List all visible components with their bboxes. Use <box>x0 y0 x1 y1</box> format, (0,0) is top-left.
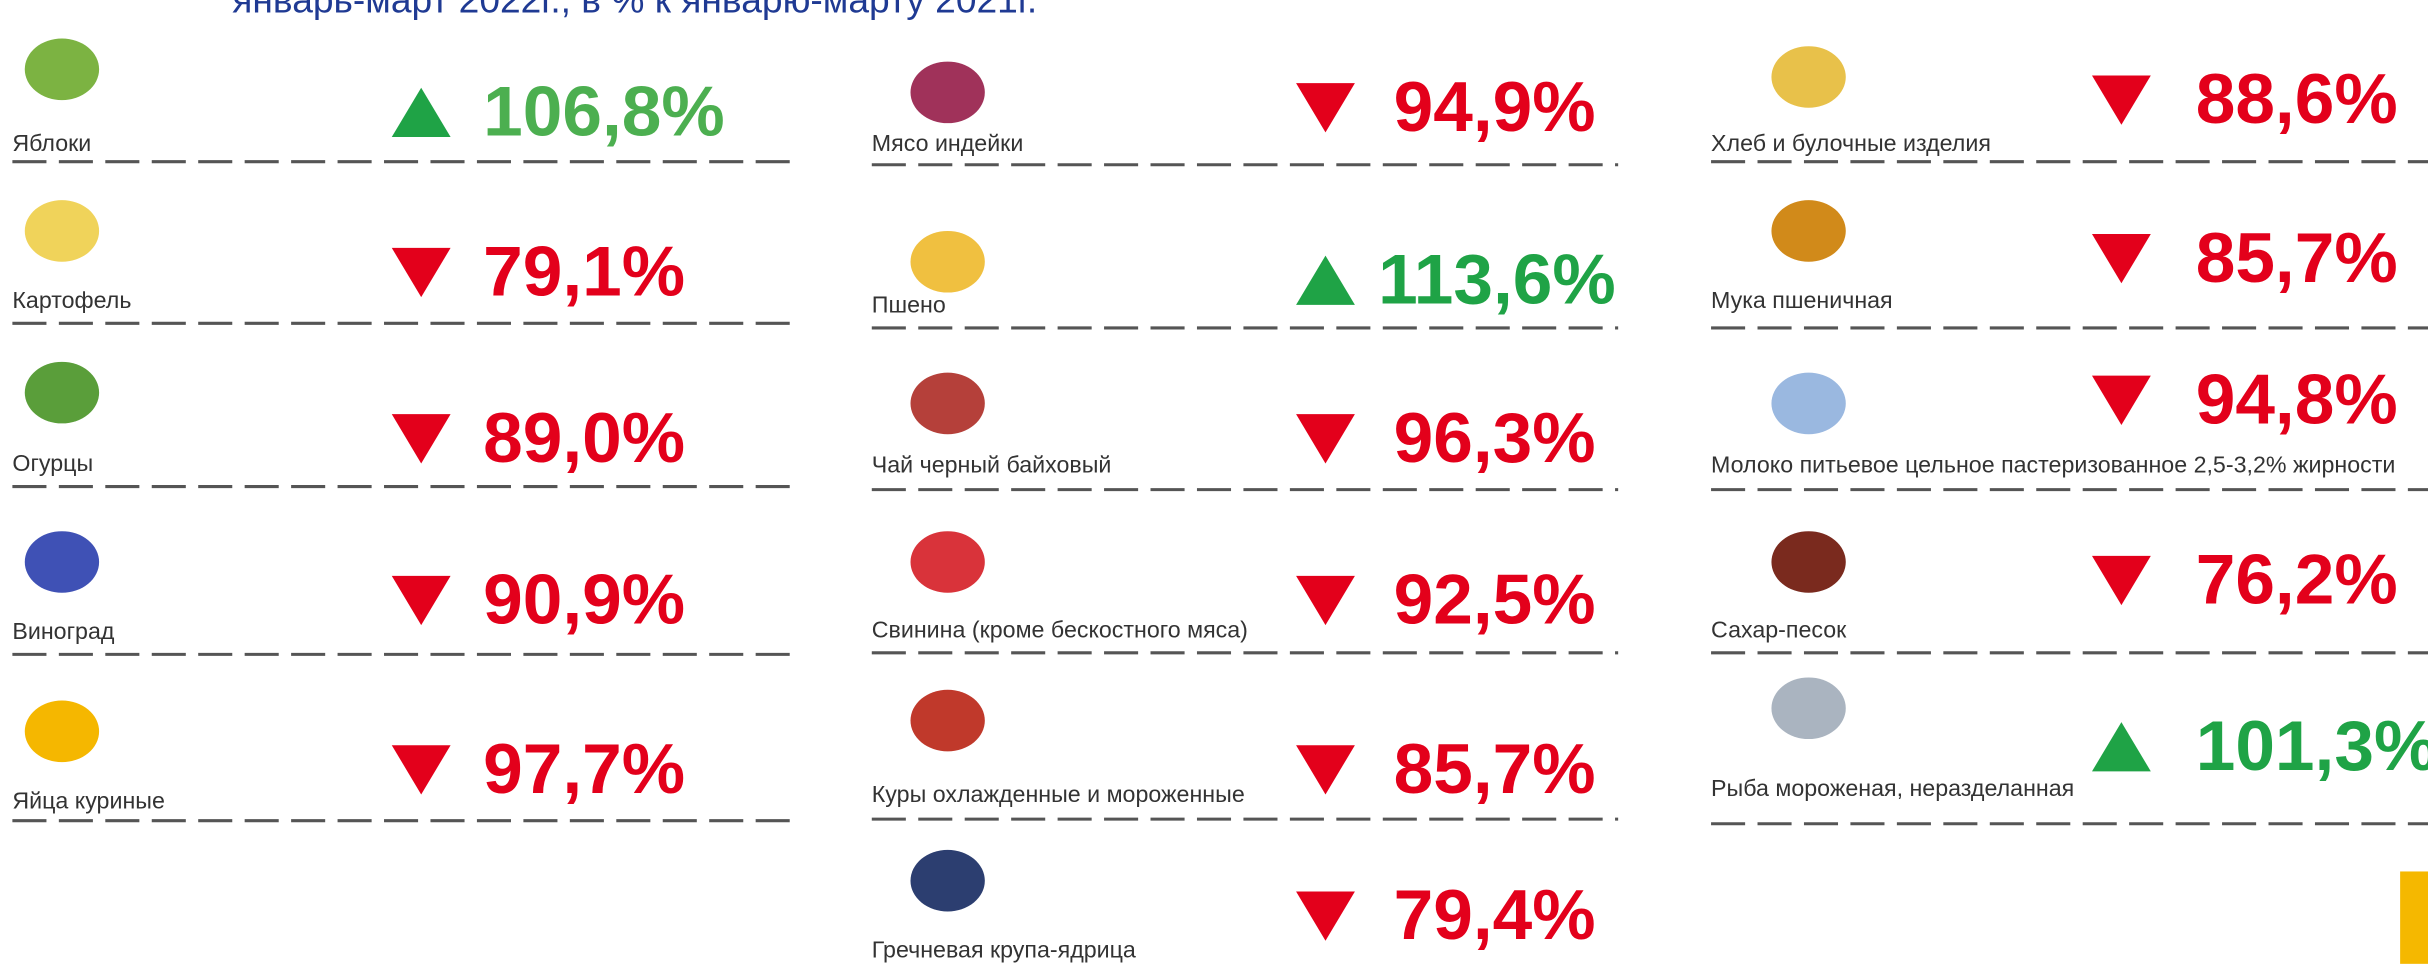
product-icon <box>25 200 99 262</box>
value: 97,7% <box>483 730 685 809</box>
product-label: Свинина (кроме бескостного мяса) <box>872 616 1248 642</box>
value: 85,7% <box>1394 730 1596 809</box>
product-icon <box>1771 531 1845 593</box>
product-icon <box>25 701 99 763</box>
product-icon <box>911 62 985 124</box>
product-icon <box>25 531 99 593</box>
product-label: Куры охлажденные и мороженные <box>872 781 1245 807</box>
product-label: Молоко питьевое цельное пастеризованное … <box>1711 452 2395 478</box>
arrow-down <box>2092 376 2151 425</box>
product-icon <box>25 362 99 424</box>
product-label: Гречневая крупа-ядрица <box>872 937 1136 963</box>
product-icon <box>911 531 985 593</box>
arrow-down <box>1296 891 1355 940</box>
value: 76,2% <box>2196 541 2398 620</box>
product-label: Мясо индейки <box>872 130 1024 156</box>
value: 96,3% <box>1394 399 1596 478</box>
value: 101,3% <box>2196 707 2428 786</box>
product-icon <box>911 373 985 435</box>
arrow-down <box>392 576 451 625</box>
arrow-up <box>2092 722 2151 771</box>
arrow-down <box>1296 414 1355 463</box>
value: 94,9% <box>1394 68 1596 147</box>
value: 79,1% <box>483 233 685 312</box>
product-label: Виноград <box>12 618 115 644</box>
product-label: Хлеб и булочные изделия <box>1711 130 1991 156</box>
page: {"title": "январь-март 2022г., в % к янв… <box>0 0 2428 970</box>
arrow-down <box>1296 576 1355 625</box>
product-label: Яблоки <box>12 130 91 156</box>
product-label: Рыба мороженая, неразделанная <box>1711 775 2074 801</box>
arrow-down <box>392 745 451 794</box>
arrow-down <box>2092 75 2151 124</box>
product-icon <box>911 231 985 293</box>
arrow-up <box>392 88 451 137</box>
product-label: Пшено <box>872 292 946 318</box>
arrow-down <box>2092 556 2151 605</box>
arrow-down <box>392 248 451 297</box>
product-icon <box>1771 200 1845 262</box>
product-label: Картофель <box>12 287 131 313</box>
corner-decoration <box>2400 871 2428 963</box>
product-label: Сахар-песок <box>1711 616 1847 642</box>
product-label: Мука пшеничная <box>1711 287 1893 313</box>
product-icon <box>1771 677 1845 739</box>
product-icon <box>911 690 985 752</box>
product-icon <box>25 38 99 100</box>
product-label: Яйца куриные <box>12 787 165 813</box>
product-icon <box>911 850 985 912</box>
value: 113,6% <box>1378 240 1616 319</box>
value: 89,0% <box>483 399 685 478</box>
value: 106,8% <box>483 73 725 152</box>
arrow-down <box>392 414 451 463</box>
infographic: январь-март 2022г., в % к январю-марту 2… <box>0 0 2428 970</box>
product-icon <box>1771 46 1845 108</box>
title: январь-март 2022г., в % к январю-марту 2… <box>232 0 1037 20</box>
value: 94,8% <box>2196 361 2398 440</box>
arrow-down <box>2092 234 2151 283</box>
value: 92,5% <box>1394 561 1596 640</box>
arrow-down <box>1296 745 1355 794</box>
product-icon <box>1771 373 1845 435</box>
arrow-down <box>1296 83 1355 132</box>
arrow-up <box>1296 256 1355 305</box>
product-label: Огурцы <box>12 450 93 476</box>
value: 85,7% <box>2196 219 2398 298</box>
product-label: Чай черный байховый <box>872 452 1112 478</box>
value: 90,9% <box>483 561 685 640</box>
value: 88,6% <box>2196 60 2398 139</box>
value: 79,4% <box>1394 876 1596 955</box>
